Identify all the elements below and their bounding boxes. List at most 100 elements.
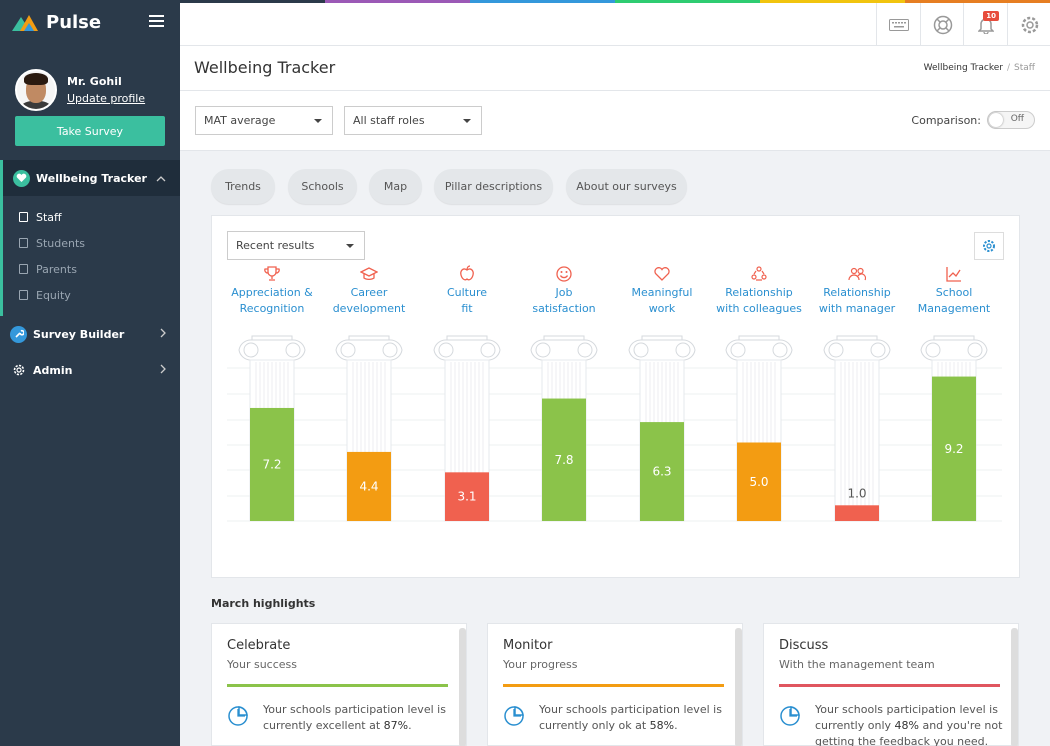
pillar-header[interactable]: Job satisfaction: [504, 265, 624, 317]
smiley-icon: [504, 265, 624, 283]
bar[interactable]: [835, 505, 879, 521]
notification-badge: 10: [983, 11, 999, 21]
pillar-capital: [433, 335, 501, 522]
pulse-logo-icon: [12, 15, 38, 31]
wellbeing-chart-card: Recent results Appreciation & Recognition…: [211, 215, 1020, 578]
sidebar-item-staff[interactable]: Staff: [0, 204, 180, 230]
bar[interactable]: [542, 398, 586, 521]
results-select[interactable]: Recent results: [227, 231, 365, 260]
apple-icon: [407, 265, 527, 283]
pie-chart-icon: [228, 706, 248, 726]
tab-schools[interactable]: Schools: [288, 169, 357, 204]
people-circle-icon: [699, 265, 819, 283]
pillar-label: development: [332, 302, 406, 315]
chart-settings-button[interactable]: [974, 232, 1004, 260]
highlight-title: Celebrate: [227, 638, 291, 653]
highlight-message: Your schools participation level is curr…: [539, 703, 722, 732]
toggle-state: Off: [1010, 114, 1024, 124]
pillar-label: fit: [461, 302, 473, 315]
filter-bar: MAT average All staff roles Comparison: …: [180, 91, 1050, 151]
bar[interactable]: [737, 442, 781, 522]
sidebar-item-label: Wellbeing Tracker: [36, 171, 147, 185]
pillar-header[interactable]: Appreciation & Recognition: [212, 265, 332, 317]
highlight-card-celebrate: Celebrate Your success Your schools partic…: [211, 623, 467, 746]
sidebar-item-parents[interactable]: Parents: [0, 256, 180, 282]
pillar-label: Meaningful: [631, 286, 693, 299]
bank-icon: [19, 290, 28, 300]
highlight-subtitle: With the management team: [779, 658, 935, 671]
highlight-card-monitor: Monitor Your progress Your schools partici…: [487, 623, 743, 746]
pillar-header[interactable]: Culture fit: [407, 265, 527, 317]
caret-down-icon: [463, 119, 471, 123]
average-select[interactable]: MAT average: [195, 106, 333, 135]
pillar-label: Appreciation &: [231, 286, 313, 299]
pillar-capital: [823, 335, 891, 522]
tab-pillar-descriptions[interactable]: Pillar descriptions: [434, 169, 553, 204]
highlight-title: Discuss: [779, 638, 829, 653]
avatar[interactable]: [15, 69, 57, 111]
highlight-subtitle: Your success: [227, 658, 298, 671]
highlight-message: Your schools participation level is curr…: [815, 703, 1003, 746]
lifebuoy-icon[interactable]: [920, 3, 964, 46]
pie-chart-icon: [780, 706, 800, 726]
breadcrumb-parent[interactable]: Wellbeing Tracker: [923, 63, 1003, 73]
bar-value-label: 7.2: [262, 457, 281, 471]
chevron-right-icon: [160, 364, 166, 377]
pillar-label: Management: [917, 302, 991, 315]
sidebar-item-students[interactable]: Students: [0, 230, 180, 256]
pillar-capital: [920, 335, 988, 522]
bar-value-label: 7.8: [554, 453, 573, 467]
bar[interactable]: [445, 472, 489, 521]
gear-icon: [10, 362, 27, 379]
pillar-header[interactable]: Relationship with manager: [797, 265, 917, 317]
bar-value-label: 9.2: [944, 442, 963, 456]
settings-gear-icon[interactable]: [1007, 3, 1050, 46]
take-survey-button[interactable]: Take Survey: [15, 116, 165, 146]
card-scrollbar[interactable]: [735, 628, 742, 746]
sidebar-item-equity[interactable]: Equity: [0, 282, 180, 308]
tab-trends[interactable]: Trends: [211, 169, 275, 204]
bar[interactable]: [347, 451, 391, 521]
sidebar-nav: Wellbeing Tracker Staff Students Parents…: [0, 160, 180, 388]
pillar-label: School: [935, 286, 973, 299]
clipboard-icon: [19, 238, 28, 248]
bar[interactable]: [250, 407, 294, 521]
update-profile-link[interactable]: Update profile: [67, 92, 146, 105]
breadcrumb-current: Staff: [1014, 63, 1035, 73]
sidebar: Pulse Mr. Gohil Update profile Take Surv…: [0, 0, 180, 746]
tab-about-our-surveys[interactable]: About our surveys: [566, 169, 687, 204]
line-chart-icon: [894, 265, 1014, 283]
page-header: Wellbeing Tracker Wellbeing Tracker / Staf…: [180, 46, 1050, 91]
brand[interactable]: Pulse: [0, 0, 180, 44]
pillar-header[interactable]: Relationship with colleagues: [699, 265, 819, 317]
wrench-icon: [10, 325, 27, 343]
staff-roles-select[interactable]: All staff roles: [344, 106, 482, 135]
bell-icon[interactable]: 10: [963, 3, 1007, 46]
menu-toggle-icon[interactable]: [149, 15, 164, 27]
tab-map[interactable]: Map: [369, 169, 422, 204]
bar[interactable]: [640, 422, 684, 521]
pillar-header[interactable]: Meaningful work: [602, 265, 722, 317]
bar-value-label: 6.3: [652, 465, 671, 479]
sidebar-item-admin[interactable]: Admin: [0, 352, 180, 388]
pillar-header[interactable]: Career development: [309, 265, 429, 317]
trophy-icon: [212, 265, 332, 283]
pillar-label: Culture: [446, 286, 488, 299]
sidebar-item-survey-builder[interactable]: Survey Builder: [0, 316, 180, 352]
topbar: 10: [180, 3, 1050, 46]
pillar-capital: [530, 335, 598, 522]
card-scrollbar[interactable]: [459, 628, 466, 746]
pillar-header[interactable]: School Management: [894, 265, 1014, 317]
highlight-card-discuss: Discuss With the management team Your scho…: [763, 623, 1019, 746]
highlight-subtitle: Your progress: [503, 658, 578, 671]
comparison-toggle[interactable]: Off: [987, 111, 1035, 129]
rainbow-strip: [180, 0, 1050, 3]
gear-icon: [983, 240, 995, 252]
sidebar-item-wellbeing-tracker[interactable]: Wellbeing Tracker: [0, 160, 180, 196]
participation-value: 58%: [649, 719, 675, 732]
bar[interactable]: [932, 376, 976, 521]
card-scrollbar[interactable]: [1011, 628, 1018, 746]
pillar-capital: [335, 335, 403, 522]
keyboard-icon[interactable]: [876, 3, 920, 46]
bar-value-label: 1.0: [847, 486, 866, 500]
